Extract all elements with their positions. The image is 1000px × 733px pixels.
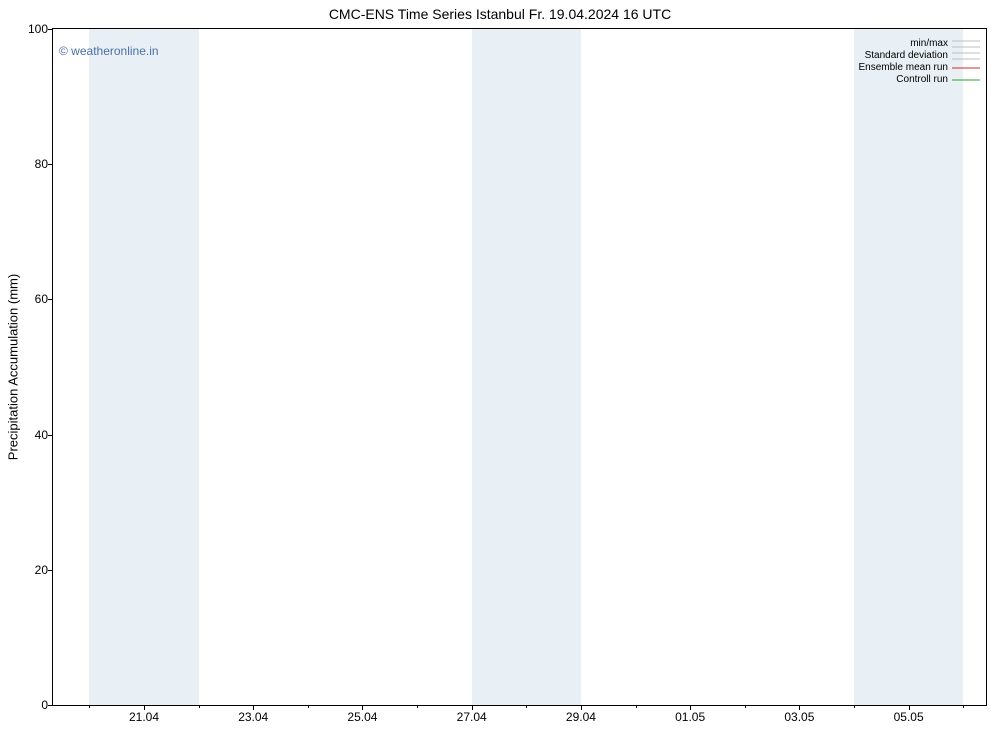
- ytick-label: 100: [28, 22, 48, 36]
- chart-title: CMC-ENS Time Series Istanbul Fr. 19.04.2…: [0, 6, 1000, 22]
- ytick-mark: [48, 29, 53, 30]
- xtick-minor: [308, 705, 309, 708]
- ytick-label: 40: [35, 428, 48, 442]
- legend-swatch: [952, 39, 980, 49]
- xtick-minor: [799, 705, 800, 708]
- ytick-label: 80: [35, 157, 48, 171]
- legend-item: Ensemble mean run: [859, 62, 981, 74]
- xtick-minor: [253, 705, 254, 708]
- xtick-minor: [472, 705, 473, 708]
- xtick-label: 29.04: [566, 710, 596, 724]
- ytick-label: 60: [35, 292, 48, 306]
- xtick-minor: [526, 705, 527, 708]
- ytick-label: 0: [41, 698, 48, 712]
- xtick-label: 27.04: [457, 710, 487, 724]
- xtick-label: 21.04: [129, 710, 159, 724]
- legend-label: Standard deviation: [865, 50, 952, 62]
- xtick-minor: [636, 705, 637, 708]
- legend-swatch: [952, 63, 980, 73]
- legend-label: min/max: [910, 38, 952, 50]
- chart-container: CMC-ENS Time Series Istanbul Fr. 19.04.2…: [0, 0, 1000, 733]
- legend: min/maxStandard deviationEnsemble mean r…: [859, 38, 981, 86]
- xtick-minor: [854, 705, 855, 708]
- legend-swatch: [952, 51, 980, 61]
- xtick-label: 03.05: [784, 710, 814, 724]
- weekend-band: [89, 29, 198, 705]
- plot-area: [52, 28, 987, 706]
- legend-label: Controll run: [896, 74, 952, 86]
- watermark: © weatheronline.in: [59, 44, 159, 58]
- y-axis-label: Precipitation Accumulation (mm): [6, 273, 21, 459]
- legend-item: min/max: [859, 38, 981, 50]
- xtick-label: 23.04: [238, 710, 268, 724]
- title-right: Fr. 19.04.2024 16 UTC: [529, 6, 671, 22]
- weekend-band: [472, 29, 581, 705]
- ytick-mark: [48, 435, 53, 436]
- title-left: CMC-ENS Time Series Istanbul: [329, 6, 525, 22]
- xtick-minor: [963, 705, 964, 708]
- xtick-minor: [581, 705, 582, 708]
- weekend-band: [854, 29, 963, 705]
- ytick-mark: [48, 299, 53, 300]
- xtick-minor: [417, 705, 418, 708]
- legend-item: Controll run: [859, 74, 981, 86]
- xtick-minor: [362, 705, 363, 708]
- xtick-minor: [745, 705, 746, 708]
- legend-swatch: [952, 75, 980, 85]
- xtick-minor: [144, 705, 145, 708]
- legend-item: Standard deviation: [859, 50, 981, 62]
- ytick-mark: [48, 570, 53, 571]
- xtick-label: 25.04: [347, 710, 377, 724]
- ytick-mark: [48, 705, 53, 706]
- ytick-mark: [48, 164, 53, 165]
- legend-label: Ensemble mean run: [859, 62, 953, 74]
- xtick-label: 01.05: [675, 710, 705, 724]
- xtick-minor: [89, 705, 90, 708]
- xtick-minor: [690, 705, 691, 708]
- xtick-minor: [909, 705, 910, 708]
- xtick-minor: [199, 705, 200, 708]
- xtick-label: 05.05: [894, 710, 924, 724]
- ytick-label: 20: [35, 563, 48, 577]
